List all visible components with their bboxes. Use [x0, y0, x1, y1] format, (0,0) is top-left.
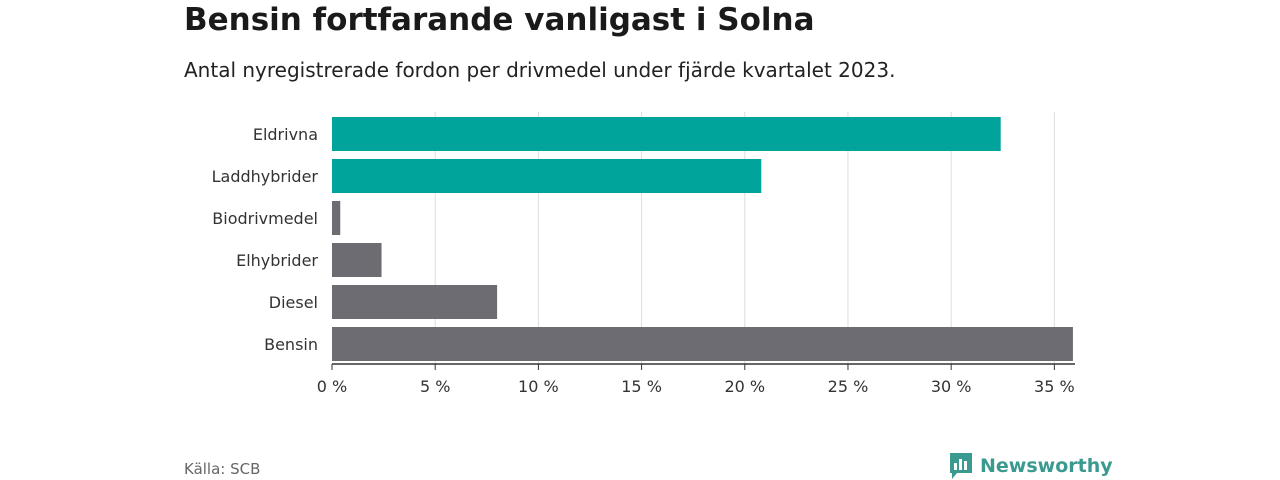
x-tick-label-0: 0 % [317, 377, 347, 396]
x-tick-label-10: 10 % [518, 377, 559, 396]
bar-elhybrider [332, 243, 382, 277]
x-tick-label-30: 30 % [931, 377, 972, 396]
x-tick-label-35: 35 % [1034, 377, 1075, 396]
newsworthy-logo-icon [950, 453, 972, 479]
category-label-diesel: Diesel [269, 293, 318, 312]
source-note: Källa: SCB [184, 460, 261, 478]
x-tick-label-20: 20 % [724, 377, 765, 396]
bar-biodrivmedel [332, 201, 341, 235]
category-label-bensin: Bensin [264, 335, 318, 354]
newsworthy-logo-text: Newsworthy [980, 455, 1113, 477]
bar-bensin [332, 327, 1073, 361]
x-tick-label-15: 15 % [621, 377, 662, 396]
category-label-laddhybrider: Laddhybrider [212, 167, 319, 186]
newsworthy-logo: Newsworthy [948, 452, 1113, 480]
category-label-eldrivna: Eldrivna [253, 125, 318, 144]
bar-diesel [332, 285, 498, 319]
bar-chart: Eldrivna Laddhybrider Biodrivmedel Elhybrid… [212, 112, 1075, 396]
chart-title: Bensin fortfarande vanligast i Solna [184, 2, 815, 38]
x-tick-label-5: 5 % [420, 377, 450, 396]
category-label-elhybrider: Elhybrider [236, 251, 318, 270]
bar-laddhybrider [332, 159, 762, 193]
bar-eldrivna [332, 117, 1001, 151]
x-tick-label-25: 25 % [828, 377, 869, 396]
chart-subtitle: Antal nyregistrerade fordon per drivmede… [184, 58, 896, 82]
category-label-biodrivmedel: Biodrivmedel [212, 209, 318, 228]
